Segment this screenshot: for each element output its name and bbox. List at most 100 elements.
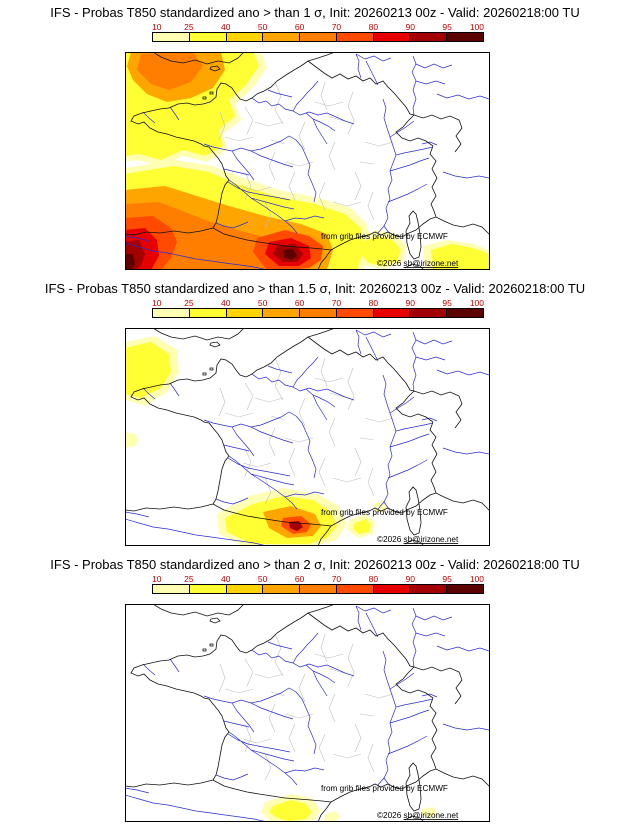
colorbar-tick-label: 70	[331, 298, 342, 308]
colorbar-tick-label: 90	[405, 22, 415, 32]
coast-england	[152, 604, 336, 652]
colorbar-tick-label: 70	[331, 22, 342, 32]
coastlines-and-borders	[125, 604, 490, 822]
probability-areas	[125, 336, 388, 546]
probability-area	[137, 52, 203, 90]
probability-area	[353, 519, 371, 534]
colorbar-tick-label: 80	[368, 22, 379, 32]
probability-area	[283, 249, 297, 260]
colorbar-tick-label: 10	[152, 298, 162, 308]
colorbar-tick-label: 60	[294, 574, 305, 584]
colorbar-segment	[263, 33, 301, 41]
colorbar-tick-label: 50	[257, 298, 268, 308]
map: from grib files provided by ECMWF ©2026 …	[125, 328, 490, 546]
colorbar-gradient	[152, 32, 484, 42]
colorbar-tick-label: 100	[469, 298, 484, 308]
river-seine-north	[251, 53, 392, 145]
colorbar: 10 25 40 50 60 70 80 90 95 100	[152, 298, 484, 318]
colorbar-segment	[189, 585, 227, 593]
panel-title: IFS - Probas T850 standardized ano > tha…	[44, 281, 586, 296]
map-frame	[125, 328, 490, 546]
rivers	[125, 53, 490, 270]
colorbar-tick-label: 10	[152, 574, 162, 584]
colorbar-segment	[300, 585, 337, 593]
copyright-text: ©2026	[377, 259, 404, 268]
colorbar-segment	[447, 33, 484, 41]
coast-france	[125, 336, 309, 512]
colorbar-segment	[300, 309, 337, 317]
panel-title: IFS - Probas T850 standardized ano > tha…	[50, 557, 580, 572]
svg-text:©2026 sb@irizone.net: ©2026 sb@irizone.net	[377, 811, 459, 820]
colorbar-tick-label: 40	[221, 298, 231, 308]
probability-area	[125, 432, 139, 448]
panel-sigma-2: IFS - Probas T850 standardized ano > tha…	[0, 552, 630, 828]
rivers	[125, 605, 490, 822]
map-frame	[125, 52, 490, 270]
coast-mediterranean-corsica	[317, 486, 490, 546]
probability-areas	[125, 52, 490, 270]
colorbar-segment	[336, 585, 374, 593]
attribution-text: from grib files provided by ECMWF	[321, 784, 448, 793]
colorbar-gradient	[152, 584, 484, 594]
colorbar-tick-row: 10 25 40 50 60 70 80 90 95 100	[152, 298, 484, 308]
coast-mediterranean-corsica	[317, 210, 490, 270]
river-garonne-southwest	[215, 455, 325, 510]
forecast-map: from grib files provided by ECMWF ©2026 …	[125, 52, 490, 270]
country-borders	[212, 336, 463, 527]
river-rhone-rhine-east	[377, 607, 490, 786]
svg-text:©2026 sb@irizone.net: ©2026 sb@irizone.net	[377, 535, 459, 544]
coast-france	[125, 60, 309, 236]
colorbar-tick-label: 10	[152, 22, 162, 32]
department-border-lines	[218, 357, 375, 505]
colorbar-tick-label: 100	[469, 574, 484, 584]
colorbar-segment	[410, 33, 448, 41]
coast-mediterranean-corsica	[317, 762, 490, 822]
coast-france	[125, 612, 309, 788]
country-borders	[212, 60, 463, 251]
river-ebro-spain	[125, 511, 268, 546]
river-ebro-spain	[125, 235, 268, 270]
panel-sigma-1: IFS - Probas T850 standardized ano > tha…	[0, 0, 630, 276]
river-ebro-spain	[125, 787, 268, 822]
department-borders	[218, 357, 394, 505]
colorbar-segment	[153, 33, 190, 41]
colorbar-segment	[263, 309, 301, 317]
copyright-email-link[interactable]: sb@irizone.net	[404, 811, 459, 820]
colorbar-tick-label: 40	[221, 22, 231, 32]
probability-area	[422, 807, 438, 818]
copyright-email-link[interactable]: sb@irizone.net	[404, 535, 459, 544]
copyright-email-link[interactable]: sb@irizone.net	[404, 259, 459, 268]
colorbar-tick-label: 95	[442, 22, 452, 32]
colorbar-tick-label: 25	[184, 22, 194, 32]
probability-area	[269, 800, 312, 821]
colorbar-segment	[189, 33, 227, 41]
colorbar-segment	[447, 585, 484, 593]
coast-england	[152, 52, 336, 100]
coast-england	[152, 328, 336, 376]
colorbar: 10 25 40 50 60 70 80 90 95 100	[152, 574, 484, 594]
colorbar-tick-row: 10 25 40 50 60 70 80 90 95 100	[152, 22, 484, 32]
river-loire-west	[142, 658, 317, 755]
river-garonne-southwest	[215, 731, 325, 786]
department-borders	[218, 633, 394, 781]
colorbar: 10 25 40 50 60 70 80 90 95 100	[152, 22, 484, 42]
panel-sigma-1-5: IFS - Probas T850 standardized ano > tha…	[0, 276, 630, 552]
svg-text:©2026 sb@irizone.net: ©2026 sb@irizone.net	[377, 259, 459, 268]
probability-area	[359, 236, 401, 266]
colorbar-segment	[373, 309, 411, 317]
colorbar-tick-label: 60	[294, 22, 305, 32]
map-frame	[125, 604, 490, 822]
colorbar-gradient	[152, 308, 484, 318]
colorbar-segment	[336, 33, 374, 41]
colorbar-segment	[226, 33, 264, 41]
forecast-map: from grib files provided by ECMWF ©2026 …	[125, 604, 490, 822]
probability-area	[125, 254, 135, 270]
colorbar-tick-label: 95	[442, 574, 452, 584]
colorbar-segment	[410, 585, 448, 593]
river-loire-west	[142, 382, 317, 479]
colorbar-tick-label: 70	[331, 574, 342, 584]
river-rhone-rhine-east	[377, 331, 490, 510]
colorbar-tick-label: 50	[257, 22, 268, 32]
colorbar-segment	[153, 585, 190, 593]
